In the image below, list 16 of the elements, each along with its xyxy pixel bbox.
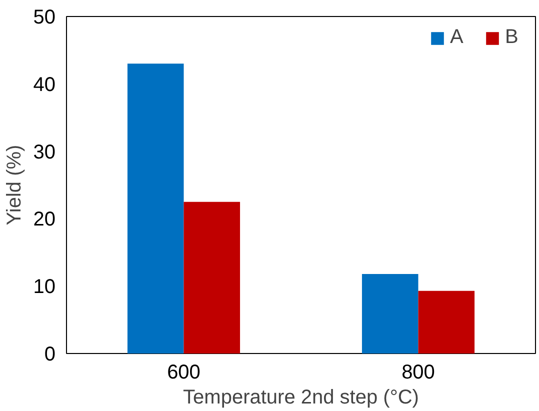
y-tick-label: 20 xyxy=(33,208,56,231)
bar xyxy=(184,202,240,354)
bar xyxy=(418,290,475,354)
y-tick-label: 10 xyxy=(33,276,56,298)
y-tick-label: 40 xyxy=(33,74,56,96)
legend-label: A xyxy=(450,26,464,49)
y-axis-title: Yield (%) xyxy=(3,144,26,226)
bar xyxy=(362,274,418,354)
y-tick-label: 50 xyxy=(33,6,56,28)
x-tick-label: 800 xyxy=(402,362,435,384)
legend-label: B xyxy=(505,26,520,49)
x-axis-title: Temperature 2nd step (°C) xyxy=(183,386,419,408)
y-tick-label: 0 xyxy=(44,344,56,366)
y-tick-label: 30 xyxy=(33,141,56,164)
x-tick-label: 600 xyxy=(167,362,200,384)
bar xyxy=(127,64,184,354)
